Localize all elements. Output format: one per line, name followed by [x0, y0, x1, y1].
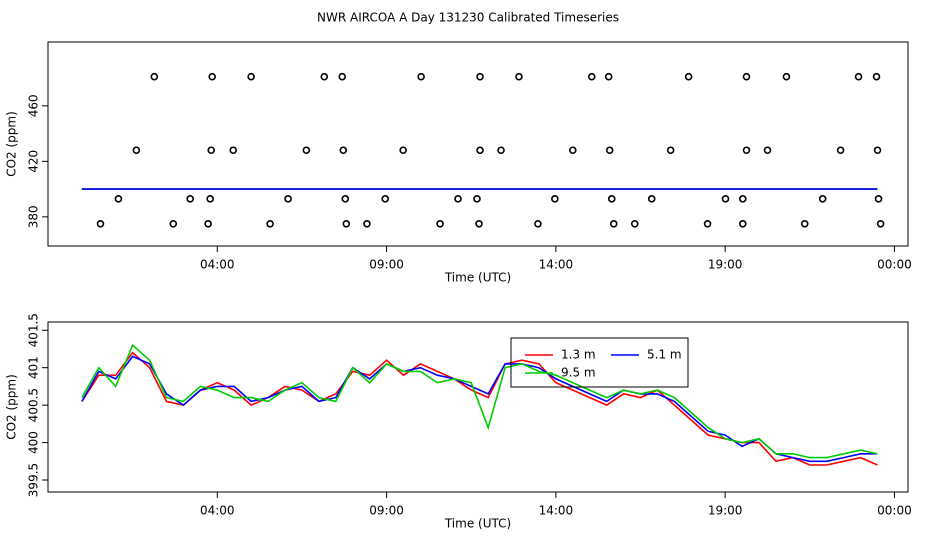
point	[132, 146, 141, 155]
point	[876, 219, 885, 228]
y-axis-label: CO2 (ppm)	[5, 111, 19, 177]
point	[609, 219, 618, 228]
point	[605, 146, 614, 155]
point	[476, 146, 484, 155]
x-tick-label: 04:00	[200, 258, 235, 272]
point	[684, 72, 693, 81]
x-tick-label: 09:00	[369, 258, 404, 272]
point	[339, 146, 348, 155]
point	[703, 219, 712, 228]
y-tick-label: 420	[27, 150, 41, 173]
point	[454, 195, 462, 203]
point	[96, 219, 105, 228]
point	[872, 72, 881, 81]
point	[515, 72, 523, 81]
point	[569, 146, 577, 155]
y-axis-label: CO2 (ppm)	[5, 374, 19, 440]
point	[247, 72, 255, 81]
point	[763, 146, 772, 155]
legend-label: 5.1 m	[647, 348, 682, 362]
point	[551, 195, 559, 203]
point	[738, 195, 747, 203]
point	[475, 219, 483, 228]
plot-frame	[47, 41, 909, 247]
x-tick-label: 14:00	[539, 504, 574, 518]
y-tick-label: 400.5	[27, 388, 41, 422]
y-tick-label: 401.5	[27, 313, 41, 347]
y-tick-label: 399.5	[27, 463, 41, 497]
point	[169, 219, 178, 228]
point	[186, 195, 195, 203]
point	[607, 195, 616, 203]
x-axis-label: Time (UTC)	[444, 517, 511, 531]
point	[320, 72, 329, 81]
x-axis-label: Time (UTC)	[444, 271, 511, 285]
point	[873, 146, 882, 155]
x-tick-label: 00:00	[877, 504, 912, 518]
point	[207, 146, 215, 155]
point	[417, 72, 425, 81]
point	[587, 72, 596, 81]
point	[204, 219, 212, 228]
plot-frame	[47, 321, 909, 493]
point	[800, 219, 809, 228]
x-tick-label: 19:00	[708, 504, 743, 518]
point	[342, 219, 351, 228]
legend-label: 9.5 m	[561, 366, 596, 380]
point	[381, 195, 390, 203]
x-tick-label: 14:00	[539, 258, 574, 272]
point	[738, 219, 747, 228]
series-line	[81, 355, 878, 463]
series-line	[81, 343, 878, 459]
point	[208, 72, 217, 81]
y-tick-label: 460	[27, 94, 41, 117]
point	[782, 72, 791, 81]
series-line	[81, 351, 878, 466]
chart-title: NWR AIRCOA A Day 131230 Calibrated Times…	[317, 11, 619, 25]
point	[338, 72, 347, 81]
point	[818, 195, 827, 203]
y-tick-label: 400	[27, 431, 41, 454]
point	[534, 219, 542, 228]
point	[836, 146, 845, 155]
point	[666, 146, 675, 155]
point	[721, 195, 730, 203]
x-tick-label: 04:00	[200, 504, 235, 518]
x-tick-label: 09:00	[369, 504, 404, 518]
y-tick-label: 401	[27, 356, 41, 379]
point	[874, 195, 883, 203]
point	[647, 195, 656, 203]
point	[604, 72, 613, 81]
point	[497, 146, 505, 155]
point	[150, 72, 159, 81]
point	[341, 195, 350, 203]
point	[302, 146, 311, 155]
point	[284, 195, 292, 203]
y-tick-label: 380	[27, 205, 41, 228]
legend-box	[510, 337, 689, 388]
point	[630, 219, 639, 228]
x-tick-label: 19:00	[708, 258, 743, 272]
point	[742, 146, 751, 155]
point	[436, 219, 444, 228]
point	[473, 195, 481, 203]
legend-label: 1.3 m	[561, 348, 596, 362]
point	[114, 195, 123, 203]
point	[229, 146, 238, 155]
point	[206, 195, 214, 203]
x-tick-label: 00:00	[877, 258, 912, 272]
point	[742, 72, 751, 81]
point	[476, 72, 484, 81]
point	[363, 219, 371, 228]
point	[854, 72, 863, 81]
point	[399, 146, 407, 155]
point	[266, 219, 274, 228]
